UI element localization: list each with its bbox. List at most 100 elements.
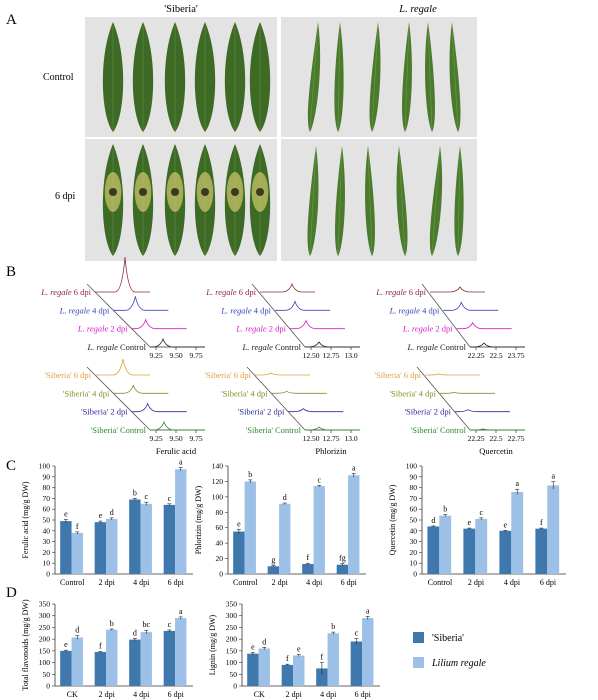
trace-label: L. regale Control <box>407 342 467 352</box>
chart-phlorizin: 0 20 40 60 80 100 120 140 Phlorizin (mg/g DW) e b C… <box>194 462 366 587</box>
bar <box>71 532 83 574</box>
chromatogram-siberia-phlorizin: 12.50 12.75 13.0 Phlorizin 'Siberia' 6 dpi 'S… <box>204 366 360 456</box>
y-tick-label: 0 <box>46 570 50 579</box>
category-label: 2 dpi <box>286 690 303 699</box>
tick-label: 12.50 <box>303 351 320 360</box>
significance-letter: b <box>110 619 114 628</box>
bar <box>106 518 118 574</box>
y-axis-label: Lignin (mg/g DW) <box>208 614 217 675</box>
significance-letter: f <box>99 642 102 651</box>
significance-letter: c <box>144 492 148 501</box>
chromatogram-trace <box>260 282 315 293</box>
significance-letter: a <box>179 607 183 616</box>
tick-label: 22.25 <box>468 434 485 443</box>
y-tick-label: 100 <box>212 492 224 501</box>
legend-label-siberia: 'Siberia' <box>432 633 464 644</box>
significance-letter: f <box>286 654 289 663</box>
category-label: CK <box>254 690 265 699</box>
leaf-photos <box>102 22 464 256</box>
y-axis-label: Quercetin (mg/g DW) <box>388 484 397 555</box>
trace-label: L. regale 4 dpi <box>59 305 110 315</box>
chromatogram-offset-axis <box>416 366 471 431</box>
significance-letter: a <box>551 472 555 481</box>
legend-label-regale: Lilium regale <box>431 658 486 669</box>
y-tick-label: 50 <box>43 670 51 679</box>
chromatogram-trace <box>305 341 360 348</box>
category-label: 2 dpi <box>99 578 116 587</box>
bar <box>175 469 187 574</box>
tick-label: 13.0 <box>344 351 357 360</box>
chromatogram-trace <box>443 301 499 311</box>
significance-letter: a <box>366 606 370 615</box>
y-tick-label: 100 <box>406 462 418 471</box>
trace-label: L. regale 2 dpi <box>402 324 453 334</box>
significance-letter: f <box>321 653 324 662</box>
y-axis-label: Phlorizin (mg/g DW) <box>194 485 203 554</box>
chromatogram-trace <box>113 384 169 394</box>
chromatogram-regale-phlorizin: 12.50 12.75 13.0 L. regale 6 dpi L. regale 4… <box>205 282 360 360</box>
category-label: 4 dpi <box>133 690 150 699</box>
tick-label: 12.75 <box>323 434 340 443</box>
bar <box>281 664 294 686</box>
y-tick-label: 0 <box>413 570 417 579</box>
y-tick-label: 0 <box>46 682 50 691</box>
y-tick-label: 300 <box>39 611 51 620</box>
significance-letter: b <box>248 470 252 479</box>
significance-letter: f <box>307 553 310 562</box>
trace-label: L. regale Control <box>242 342 302 352</box>
y-tick-label: 200 <box>39 635 51 644</box>
chromatogram-trace <box>255 372 310 376</box>
chromatogram-trace <box>470 428 525 431</box>
chromatogram-trace <box>150 420 205 431</box>
leaf-vein <box>367 148 373 255</box>
bar <box>244 481 256 574</box>
tick-label: 23.75 <box>508 351 525 360</box>
significance-letter: f <box>76 522 79 531</box>
chromatogram-trace <box>95 358 150 376</box>
chromatogram-regale-ferulic: 9.25 9.50 9.75 L. regale 6 dpi L. regale 4 d… <box>40 256 205 360</box>
significance-letter: c <box>355 629 359 638</box>
bar <box>279 503 291 574</box>
y-tick-label: 300 <box>226 611 238 620</box>
significance-letter: d <box>75 626 79 635</box>
chromatogram-trace <box>288 408 344 413</box>
significance-letter: e <box>237 519 241 528</box>
category-label: 4 dpi <box>504 578 521 587</box>
chromatogram-trace <box>131 402 187 413</box>
bar <box>439 515 452 574</box>
trace-label: 'Siberia' Control <box>91 425 147 435</box>
row-label-6dpi: 6 dpi <box>55 191 76 202</box>
y-axis-label: Total flavonoids (mg/g DW) <box>21 599 30 691</box>
lesion-spot <box>109 188 117 196</box>
leaf-vein <box>404 24 410 131</box>
bar <box>106 629 118 686</box>
trace-label: 'Siberia' Control <box>246 425 302 435</box>
significance-letter: f <box>540 518 543 527</box>
bar <box>293 655 305 686</box>
lesion-spot <box>201 188 209 196</box>
bar <box>140 503 152 574</box>
lesion-spot <box>171 188 179 196</box>
significance-letter: e <box>64 509 68 518</box>
trace-label: 'Siberia' 2 dpi <box>81 407 128 417</box>
bar <box>463 528 476 574</box>
bar <box>535 528 548 574</box>
bar <box>362 618 374 686</box>
legend-swatch-regale <box>413 657 424 668</box>
significance-letter: a <box>352 463 356 472</box>
y-tick-label: 350 <box>39 600 51 609</box>
y-tick-label: 30 <box>410 537 418 546</box>
bar <box>327 633 339 686</box>
chromatogram-siberia-quercetin: 22.25 22.5 22.75 Quercetin 'Siberia' 6 dpi 'S… <box>374 366 525 456</box>
significance-letter: e <box>99 511 103 520</box>
significance-letter: d <box>110 508 114 517</box>
category-label: 4 dpi <box>320 690 337 699</box>
bar <box>60 521 72 574</box>
chromatogram-trace <box>440 391 495 394</box>
category-label: 2 dpi <box>99 690 116 699</box>
tick-label: 22.5 <box>489 434 502 443</box>
leaf-vein <box>309 24 319 131</box>
